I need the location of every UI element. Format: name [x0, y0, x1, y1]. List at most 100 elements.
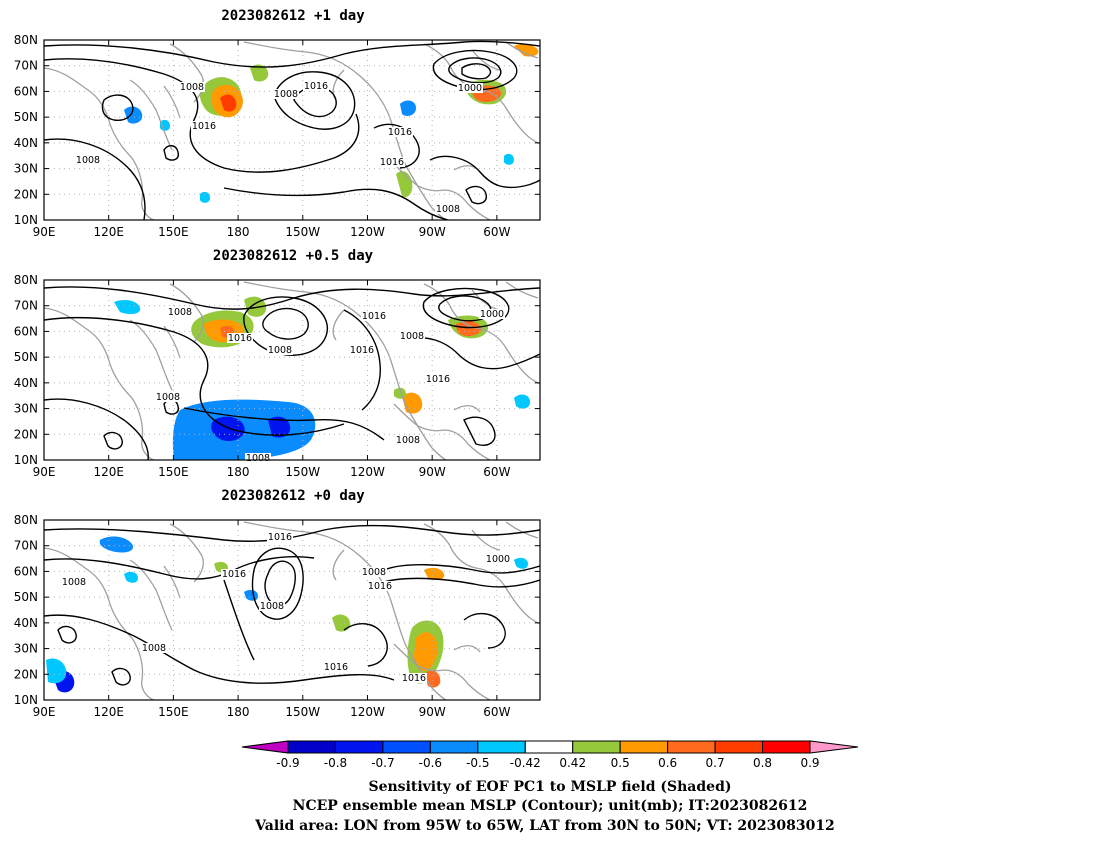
lat-tick-label: 20N — [14, 187, 38, 201]
map-frame — [43, 519, 541, 701]
lat-tick-label: 40N — [14, 376, 38, 390]
mslp-contour — [373, 123, 420, 169]
colorbar: -0.9 -0.8 -0.7 -0.6 -0.5 -0.42 0.42 0.5 0.6 0.7 0.… — [241, 740, 859, 770]
shaded-region — [211, 416, 245, 442]
coastline — [129, 559, 173, 631]
coastline — [163, 85, 181, 119]
lat-tick-label: 40N — [14, 616, 38, 630]
contour-label: 1016 — [350, 345, 374, 356]
mslp-contour — [57, 625, 77, 644]
shaded-region — [504, 153, 514, 165]
lat-tick-label: 60N — [14, 84, 38, 98]
mslp-contour — [432, 49, 518, 91]
contour-label: 1016 — [192, 121, 216, 132]
panel-title: 2023082612 +0.5 day — [213, 248, 374, 264]
mslp-contour — [103, 431, 123, 450]
contour-label: 1008 — [62, 577, 86, 588]
mslp-contour — [273, 71, 356, 130]
lon-tick-label: 180 — [227, 225, 250, 239]
coastline — [505, 521, 539, 539]
graticule — [44, 520, 540, 700]
shaded-region — [220, 94, 237, 112]
colorbar-label: 0.7 — [706, 756, 725, 770]
map-area — [44, 280, 540, 460]
contour-label: 1016 — [324, 662, 348, 673]
coastline — [505, 281, 539, 299]
map-area — [44, 40, 540, 220]
colorbar-swatch — [714, 740, 764, 754]
colorbar-label: -0.42 — [510, 756, 541, 770]
lat-tick-label: 80N — [14, 273, 38, 287]
lon-tick-label: 150W — [285, 465, 320, 479]
coastlines — [44, 41, 540, 220]
mslp-contour — [465, 185, 487, 205]
colorbar-label: -0.8 — [324, 756, 347, 770]
mslp-contour — [111, 667, 131, 686]
lat-tick-label: 10N — [14, 693, 38, 707]
shaded-region — [200, 191, 210, 203]
map-panel-plus0day: 2023082612 +0 day 1016 1016 1008 1008 1008 10… — [14, 488, 541, 719]
mslp-contour — [422, 287, 510, 329]
lon-tick-label: 120E — [93, 225, 124, 239]
contour-label: 1008 — [436, 204, 460, 215]
lat-tick-label: 50N — [14, 110, 38, 124]
coastline — [393, 403, 491, 460]
lat-tick-label: 40N — [14, 136, 38, 150]
lon-tick-label: 150E — [158, 465, 189, 479]
lon-tick-label: 150E — [158, 705, 189, 719]
coastlines — [44, 521, 540, 700]
map-panel-plus1day: 2023082612 +1 day 1008 1008 1016 1016 1008 10… — [14, 8, 541, 239]
coastline — [393, 163, 491, 220]
shaded-region — [46, 658, 67, 684]
lon-tick-label: 150W — [285, 705, 320, 719]
mslp-contour — [343, 309, 381, 411]
mslp-contour — [243, 296, 328, 356]
lon-tick-label: 180 — [227, 465, 250, 479]
caption-line-1: Sensitivity of EOF PC1 to MSLP field (Sh… — [368, 779, 731, 795]
lon-tick-label: 120W — [350, 225, 385, 239]
caption-line-3: Valid area: LON from 95W to 65W, LAT fro… — [254, 818, 835, 834]
colorbar-swatch — [667, 740, 716, 754]
contour-label: 1008 — [400, 331, 424, 342]
map-frame — [43, 279, 541, 461]
coastline — [44, 307, 155, 460]
lat-tick-label: 10N — [14, 453, 38, 467]
contour-label: 1008 — [180, 82, 204, 93]
lat-tick-label: 70N — [14, 59, 38, 73]
lat-tick-label: 60N — [14, 564, 38, 578]
mslp-contour — [44, 40, 540, 68]
shaded-region — [400, 100, 416, 116]
lat-tick-label: 60N — [14, 324, 38, 338]
coastline — [453, 405, 481, 413]
sensitivity-shading — [124, 43, 539, 203]
mslp-contour — [343, 623, 388, 667]
lat-tick-label: 30N — [14, 642, 38, 656]
contour-label: 1016 — [380, 157, 404, 168]
contour-label: 1008 — [168, 307, 192, 318]
mslp-contour — [44, 398, 149, 460]
coastline — [393, 643, 491, 700]
mslp-contour — [44, 614, 395, 684]
mslp-contour — [44, 524, 540, 542]
colorbar-swatch — [524, 740, 574, 754]
contour-label: 1008 — [156, 392, 180, 403]
lat-tick-label: 50N — [14, 590, 38, 604]
shaded-region — [394, 387, 406, 399]
colorbar-swatch — [619, 740, 669, 754]
contour-label: 1016 — [368, 581, 392, 592]
colorbar-swatch — [334, 740, 384, 754]
colorbar-label: -0.6 — [419, 756, 442, 770]
lon-tick-label: 120E — [93, 705, 124, 719]
coastline — [169, 283, 204, 343]
lat-tick-label: 30N — [14, 162, 38, 176]
colorbar-label: 0.8 — [753, 756, 772, 770]
shaded-region — [514, 557, 528, 569]
contour-label: 1016 — [388, 127, 412, 138]
contour-label: 1008 — [396, 435, 420, 446]
panel-title: 2023082612 +0 day — [221, 488, 365, 504]
coastline — [471, 529, 501, 551]
mslp-contours — [44, 40, 540, 220]
contour-label: 1016 — [426, 374, 450, 385]
mslp-contour — [183, 407, 385, 441]
lon-tick-label: 60W — [483, 465, 510, 479]
